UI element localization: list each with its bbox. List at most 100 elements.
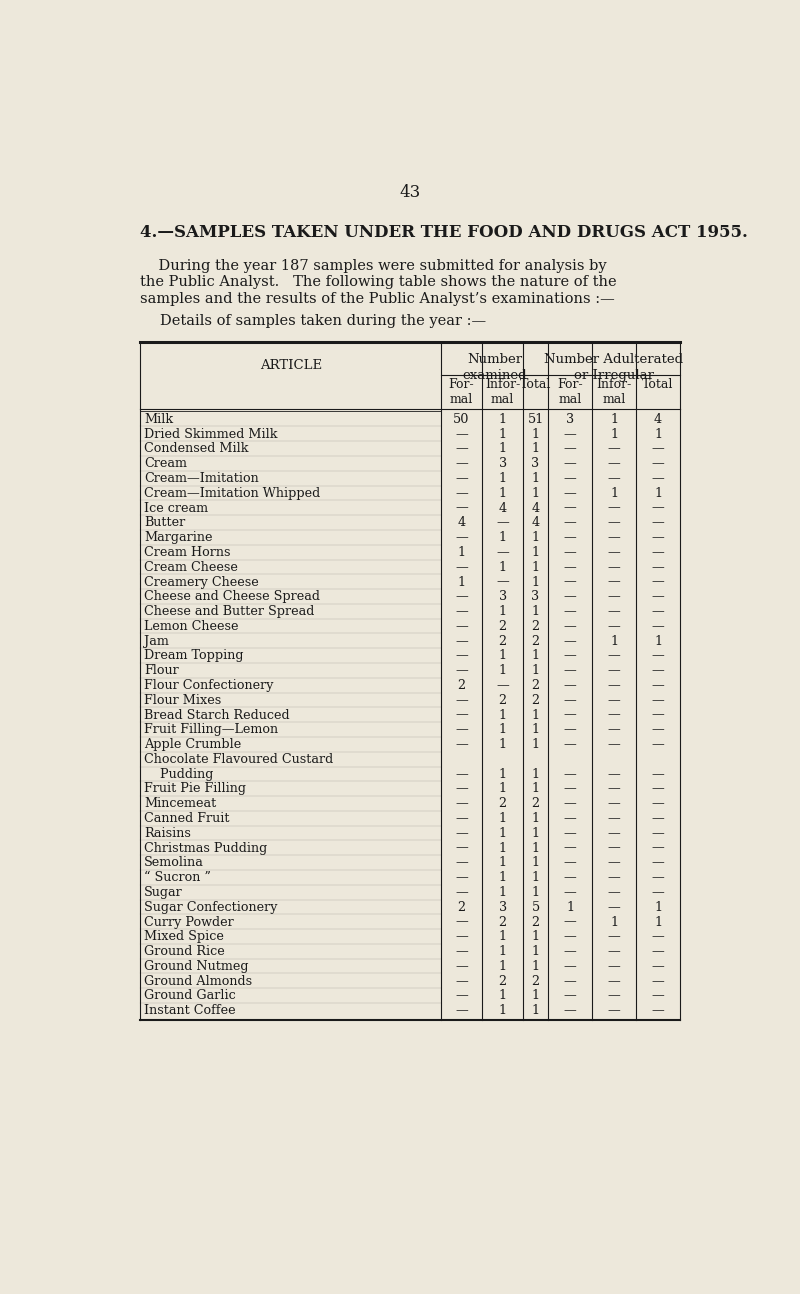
Text: —: —	[455, 1004, 468, 1017]
Text: —: —	[608, 679, 621, 692]
Text: 1: 1	[531, 487, 539, 499]
Text: Instant Coffee: Instant Coffee	[144, 1004, 236, 1017]
Text: —: —	[652, 990, 664, 1003]
Text: 2: 2	[458, 679, 466, 692]
Text: Infor-
mal: Infor- mal	[485, 378, 520, 406]
Text: 1: 1	[531, 576, 539, 589]
Text: 1: 1	[498, 886, 506, 899]
Text: —: —	[608, 531, 621, 545]
Text: Sugar: Sugar	[144, 886, 183, 899]
Text: 1: 1	[498, 827, 506, 840]
Text: —: —	[652, 960, 664, 973]
Text: —: —	[652, 472, 664, 485]
Text: For-
mal: For- mal	[449, 378, 474, 406]
Text: —: —	[608, 813, 621, 826]
Text: 1: 1	[498, 1004, 506, 1017]
Text: 1: 1	[498, 783, 506, 796]
Text: 1: 1	[498, 531, 506, 545]
Text: —: —	[455, 723, 468, 736]
Text: 1: 1	[531, 427, 539, 441]
Text: 1: 1	[654, 634, 662, 647]
Text: Infor-
mal: Infor- mal	[597, 378, 632, 406]
Text: —: —	[652, 457, 664, 470]
Text: —: —	[455, 590, 468, 603]
Text: Fruit Pie Filling: Fruit Pie Filling	[144, 783, 246, 796]
Text: 3: 3	[531, 590, 540, 603]
Text: Pudding: Pudding	[144, 767, 214, 780]
Text: —: —	[564, 560, 577, 573]
Text: —: —	[564, 546, 577, 559]
Text: 1: 1	[531, 472, 539, 485]
Text: 1: 1	[531, 1004, 539, 1017]
Text: 1: 1	[498, 413, 506, 426]
Text: the Public Analyst.   The following table shows the nature of the: the Public Analyst. The following table …	[140, 276, 617, 290]
Text: —: —	[455, 783, 468, 796]
Text: During the year 187 samples were submitted for analysis by: During the year 187 samples were submitt…	[140, 259, 607, 273]
Text: 1: 1	[531, 930, 539, 943]
Text: Total: Total	[520, 378, 551, 391]
Text: —: —	[652, 576, 664, 589]
Text: 4.—SAMPLES TAKEN UNDER THE FOOD AND DRUGS ACT 1955.: 4.—SAMPLES TAKEN UNDER THE FOOD AND DRUG…	[140, 224, 748, 241]
Text: Fruit Filling—Lemon: Fruit Filling—Lemon	[144, 723, 278, 736]
Text: —: —	[496, 679, 509, 692]
Text: —: —	[608, 560, 621, 573]
Text: —: —	[455, 634, 468, 647]
Text: Mincemeat: Mincemeat	[144, 797, 217, 810]
Text: —: —	[564, 738, 577, 751]
Text: —: —	[652, 797, 664, 810]
Text: 1: 1	[531, 841, 539, 854]
Text: —: —	[564, 990, 577, 1003]
Text: —: —	[455, 560, 468, 573]
Text: Dried Skimmed Milk: Dried Skimmed Milk	[144, 427, 278, 441]
Text: —: —	[652, 694, 664, 707]
Text: ARTICLE: ARTICLE	[259, 358, 322, 371]
Text: —: —	[455, 738, 468, 751]
Text: Ground Rice: Ground Rice	[144, 945, 225, 958]
Text: 1: 1	[531, 443, 539, 455]
Text: 2: 2	[531, 694, 540, 707]
Text: 2: 2	[531, 620, 540, 633]
Text: 2: 2	[498, 694, 506, 707]
Text: —: —	[608, 443, 621, 455]
Text: 1: 1	[498, 650, 506, 663]
Text: —: —	[455, 813, 468, 826]
Text: —: —	[652, 813, 664, 826]
Text: —: —	[608, 974, 621, 987]
Text: —: —	[455, 886, 468, 899]
Text: —: —	[608, 516, 621, 529]
Text: Butter: Butter	[144, 516, 186, 529]
Text: 1: 1	[531, 960, 539, 973]
Text: 1: 1	[531, 664, 539, 677]
Text: —: —	[496, 516, 509, 529]
Text: Margarine: Margarine	[144, 531, 213, 545]
Text: Chocolate Flavoured Custard: Chocolate Flavoured Custard	[144, 753, 334, 766]
Text: —: —	[652, 664, 664, 677]
Text: 1: 1	[531, 813, 539, 826]
Text: —: —	[608, 694, 621, 707]
Text: Condensed Milk: Condensed Milk	[144, 443, 249, 455]
Text: —: —	[564, 857, 577, 870]
Text: 1: 1	[531, 857, 539, 870]
Text: 2: 2	[498, 620, 506, 633]
Text: 1: 1	[498, 871, 506, 884]
Text: 1: 1	[498, 930, 506, 943]
Text: —: —	[564, 783, 577, 796]
Text: —: —	[564, 487, 577, 499]
Text: —: —	[455, 797, 468, 810]
Text: —: —	[455, 990, 468, 1003]
Text: —: —	[455, 472, 468, 485]
Text: 1: 1	[498, 813, 506, 826]
Text: Cream Horns: Cream Horns	[144, 546, 230, 559]
Text: —: —	[455, 857, 468, 870]
Text: —: —	[564, 634, 577, 647]
Text: —: —	[652, 531, 664, 545]
Text: —: —	[652, 783, 664, 796]
Text: —: —	[652, 679, 664, 692]
Text: Ground Nutmeg: Ground Nutmeg	[144, 960, 249, 973]
Text: —: —	[652, 723, 664, 736]
Text: Curry Powder: Curry Powder	[144, 916, 234, 929]
Text: —: —	[564, 472, 577, 485]
Text: 1: 1	[531, 723, 539, 736]
Text: 4: 4	[531, 516, 540, 529]
Text: 1: 1	[531, 606, 539, 619]
